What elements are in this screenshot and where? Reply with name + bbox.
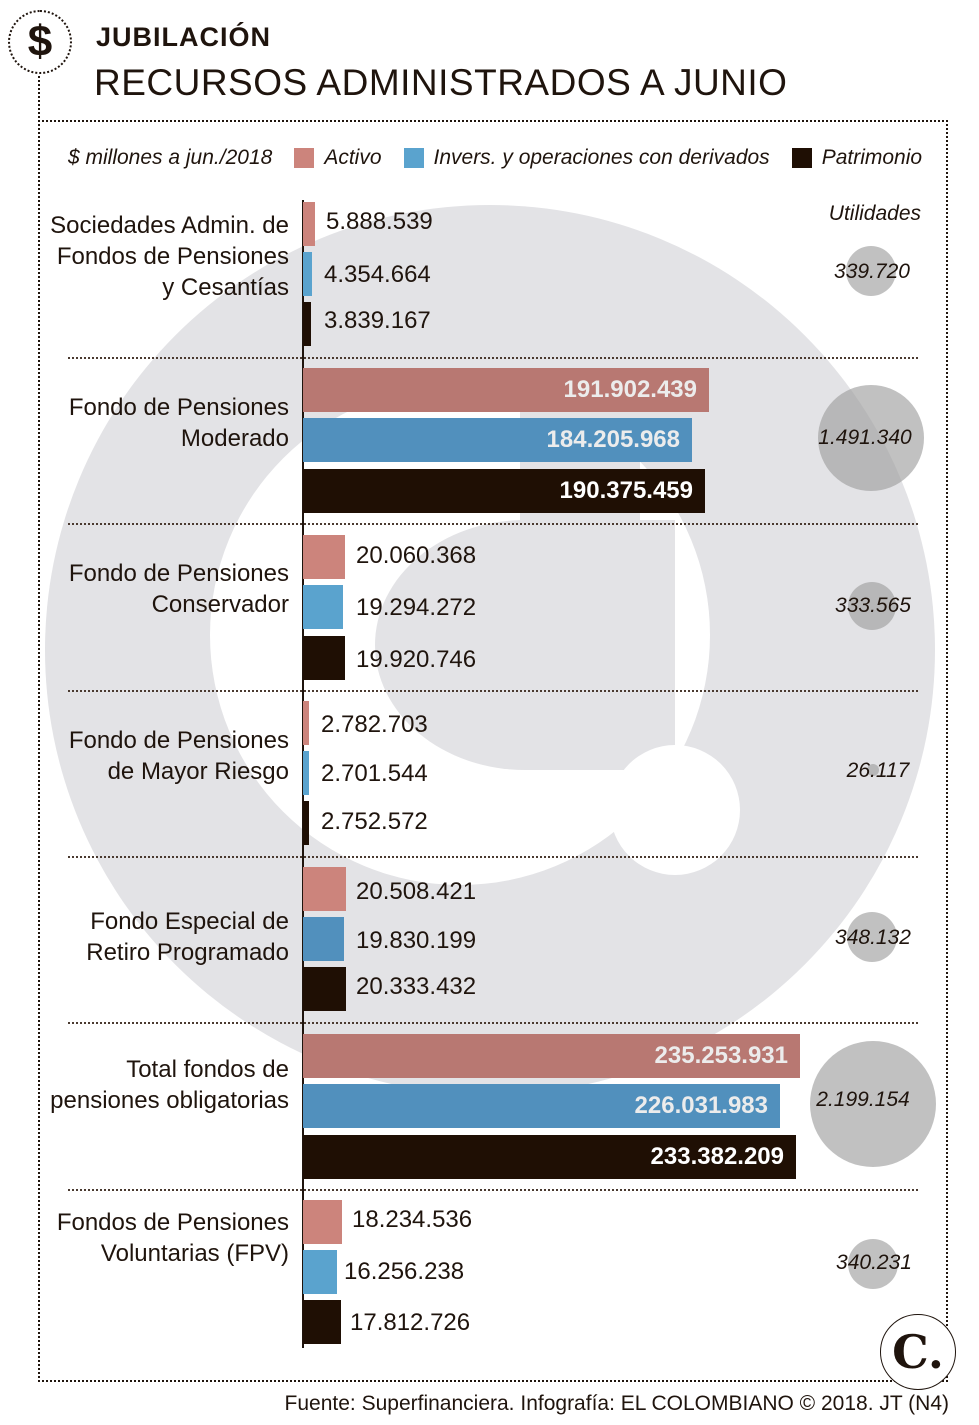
group-separator: [68, 856, 918, 858]
bubble-utilidades: [818, 385, 924, 491]
legend-label-activo: Activo: [324, 146, 382, 169]
bar-patrimonio: [303, 1300, 341, 1344]
value-patrimonio: 2.752.572: [321, 808, 428, 835]
bar-activo: [303, 867, 346, 911]
value-activo: 20.508.421: [356, 878, 477, 905]
utilidades-value: 348.132: [835, 926, 911, 949]
group-label-conservador: Fondo de Pensiones Conservador: [68, 560, 289, 618]
group-separator: [68, 690, 918, 692]
value-activo: 2.782.703: [321, 711, 428, 738]
group-separator: [68, 1022, 918, 1024]
group-label-total-obligatorias: Total fondos de pensiones obligatorias: [50, 1056, 289, 1114]
bar-activo: [303, 701, 309, 745]
bar-patrimonio: [303, 636, 345, 680]
legend-swatch-activo: [294, 148, 315, 168]
bar-inversiones: [303, 1250, 337, 1294]
bar-activo: 235.253.931: [303, 1034, 800, 1078]
bar-inversiones: [303, 751, 309, 795]
bubble-utilidades: [848, 582, 896, 630]
watermark-letter-c-inner: [375, 520, 675, 770]
bubble-utilidades: [867, 764, 879, 776]
bubble-utilidades: [847, 912, 897, 962]
legend: $ millones a jun./2018 Activo Invers. y …: [68, 146, 922, 170]
value-activo: 18.234.536: [352, 1206, 473, 1233]
bar-patrimonio: 233.382.209: [303, 1135, 796, 1179]
utilidades-value: 1.491.340: [818, 426, 912, 449]
group-separator: [68, 1189, 918, 1191]
group-separator: [68, 357, 918, 359]
bubble-utilidades: [848, 1239, 898, 1289]
utilidades-value: 2.199.154: [816, 1088, 910, 1111]
logo-glyph: C.: [892, 1325, 944, 1379]
bar-patrimonio: [303, 801, 309, 845]
group-label-retiro-programado: Fondo Especial de Retiro Programado: [86, 908, 289, 966]
bar-activo: [303, 202, 315, 246]
value-inversiones: 19.830.199: [356, 927, 477, 954]
group-label-moderado: Fondo de Pensiones Moderado: [68, 394, 289, 452]
dotted-connector: [38, 76, 40, 1382]
utilidades-value: 339.720: [834, 260, 910, 283]
bubble-utilidades: [810, 1041, 936, 1167]
value-inversiones: 19.294.272: [356, 594, 477, 621]
utilidades-header: Utilidades: [828, 202, 921, 225]
bar-activo: 191.902.439: [303, 368, 709, 412]
bar-inversiones: [303, 917, 344, 961]
bubble-utilidades: [846, 246, 896, 296]
value-inversiones: 2.701.544: [321, 760, 428, 787]
value-inversiones: 4.354.664: [324, 261, 431, 288]
page-title: RECURSOS ADMINISTRADOS A JUNIO: [94, 62, 788, 103]
value-activo: 5.888.539: [326, 208, 433, 235]
bar-patrimonio: [303, 967, 346, 1011]
chart-frame: [38, 120, 948, 1382]
value-patrimonio: 19.920.746: [356, 646, 477, 673]
group-label-sociedades: Sociedades Admin. de Fondos de Pensiones…: [50, 212, 289, 301]
dollar-glyph: $: [27, 17, 53, 66]
bar-patrimonio: [303, 302, 311, 346]
legend-label-patrimonio: Patrimonio: [821, 146, 923, 169]
kicker: JUBILACIÓN: [96, 22, 272, 52]
group-separator: [68, 523, 918, 525]
bar-inversiones: 184.205.968: [303, 418, 692, 462]
utilidades-value: 333.565: [835, 594, 911, 617]
bar-inversiones: 226.031.983: [303, 1084, 780, 1128]
dollar-sign-icon: $: [8, 10, 72, 74]
value-activo: 20.060.368: [356, 542, 477, 569]
group-label-mayor-riesgo: Fondo de Pensiones de Mayor Riesgo: [68, 727, 289, 785]
value-patrimonio: 17.812.726: [350, 1309, 471, 1336]
value-inversiones: 16.256.238: [344, 1258, 465, 1285]
utilidades-value: 340.231: [836, 1251, 912, 1274]
bar-inversiones: [303, 585, 343, 629]
value-patrimonio: 20.333.432: [356, 973, 477, 1000]
watermark-dot: [610, 745, 740, 875]
bar-patrimonio: 190.375.459: [303, 469, 705, 513]
bar-activo: [303, 1200, 342, 1244]
bar-inversiones: [303, 252, 312, 296]
utilidades-value: 26.117: [846, 759, 910, 782]
el-colombiano-logo-icon: C.: [880, 1314, 956, 1390]
group-label-voluntarias: Fondos de Pensiones Voluntarias (FPV): [56, 1209, 289, 1267]
legend-swatch-inversiones: [403, 148, 424, 168]
legend-swatch-patrimonio: [791, 148, 812, 168]
legend-label-inversiones: Invers. y operaciones con derivados: [433, 146, 770, 169]
source-footer: Fuente: Superfinanciera. Infografía: EL …: [284, 1392, 949, 1415]
value-patrimonio: 3.839.167: [324, 307, 431, 334]
units-label: $ millones a jun./2018: [68, 146, 273, 169]
bar-activo: [303, 535, 345, 579]
